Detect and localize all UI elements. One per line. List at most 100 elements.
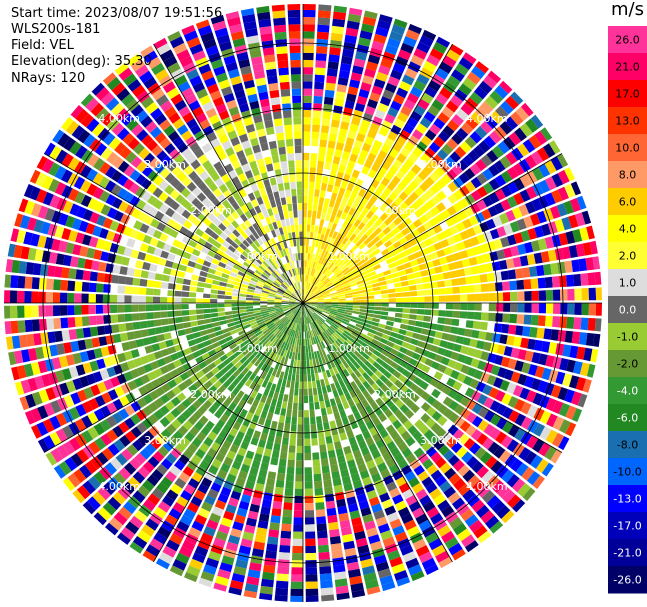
velocity-gate (559, 419, 571, 434)
velocity-gate (253, 367, 261, 375)
velocity-gate (365, 228, 374, 237)
velocity-gate (331, 324, 338, 330)
velocity-gate (383, 252, 392, 260)
velocity-gate (341, 385, 349, 395)
velocity-gate (344, 100, 355, 110)
velocity-gate (289, 239, 294, 247)
velocity-gate (470, 358, 480, 368)
velocity-gate (374, 298, 382, 303)
velocity-gate (287, 312, 293, 319)
velocity-gate (253, 339, 261, 347)
velocity-gate (296, 367, 300, 375)
velocity-gate (398, 506, 411, 518)
velocity-gate (370, 353, 379, 361)
velocity-gate (366, 240, 375, 249)
velocity-gate (477, 419, 489, 432)
colorbar-tick-label: -26.0 (613, 574, 641, 587)
velocity-gate (499, 121, 513, 135)
velocity-gate (437, 403, 448, 415)
velocity-gate (204, 318, 213, 324)
velocity-gate (292, 402, 298, 411)
velocity-gate (352, 524, 365, 534)
velocity-gate (273, 391, 279, 400)
velocity-gate (38, 305, 46, 317)
velocity-gate (205, 420, 215, 431)
velocity-gate (260, 432, 268, 442)
velocity-gate (389, 249, 399, 257)
velocity-gate (265, 185, 273, 195)
velocity-gate (420, 391, 431, 401)
velocity-gate (500, 199, 512, 211)
velocity-gate (528, 364, 538, 376)
velocity-gate (276, 132, 285, 141)
velocity-gate (346, 325, 354, 332)
velocity-gate (403, 99, 416, 110)
velocity-gate (280, 160, 288, 169)
velocity-gate (332, 322, 339, 328)
velocity-gate (261, 355, 268, 363)
velocity-gate (373, 33, 387, 44)
velocity-gate (240, 463, 250, 473)
velocity-gate (382, 536, 396, 547)
velocity-gate (365, 61, 379, 72)
velocity-gate (501, 469, 515, 483)
velocity-gate (581, 303, 589, 316)
velocity-gate (343, 330, 351, 337)
velocity-gate (292, 307, 298, 314)
velocity-gate (505, 258, 515, 269)
velocity-gate (403, 303, 411, 308)
velocity-gate (231, 387, 240, 396)
velocity-gate (486, 150, 499, 163)
velocity-gate (331, 405, 339, 414)
velocity-gate (398, 328, 407, 336)
velocity-gate (351, 169, 360, 179)
velocity-gate (140, 329, 150, 338)
velocity-gate (270, 420, 278, 429)
velocity-gate (523, 215, 534, 228)
velocity-gate (127, 495, 141, 509)
velocity-gate (377, 568, 392, 579)
velocity-gate (552, 356, 562, 370)
velocity-gate (250, 437, 259, 446)
velocity-gate (146, 320, 155, 328)
velocity-gate (502, 292, 511, 302)
velocity-gate (290, 314, 296, 321)
velocity-gate (303, 195, 308, 203)
velocity-gate (314, 310, 321, 316)
velocity-gate (364, 159, 374, 169)
velocity-gate (283, 211, 289, 220)
velocity-gate (314, 254, 318, 263)
velocity-gate (392, 470, 404, 481)
velocity-gate (269, 335, 276, 342)
velocity-gate (571, 331, 581, 344)
velocity-gate (275, 384, 281, 393)
velocity-gate (311, 314, 317, 321)
velocity-gate (214, 409, 224, 419)
velocity-gate (322, 276, 328, 283)
velocity-gate (132, 277, 141, 286)
velocity-gate (303, 95, 312, 103)
velocity-gate (394, 206, 404, 216)
velocity-gate (407, 279, 416, 286)
velocity-gate (431, 388, 441, 399)
velocity-gate (341, 267, 349, 274)
velocity-gate (534, 130, 548, 145)
velocity-gate (488, 292, 496, 302)
velocity-gate (308, 307, 315, 312)
velocity-gate (336, 287, 344, 292)
velocity-gate (310, 300, 318, 302)
velocity-gate (454, 146, 467, 158)
velocity-gate (520, 401, 532, 415)
velocity-gate (453, 303, 461, 310)
velocity-gate (260, 394, 268, 404)
velocity-gate (177, 329, 186, 337)
colorbar-tick-label: -4.0 (617, 385, 638, 398)
velocity-gate (345, 303, 354, 306)
velocity-gate (141, 524, 155, 537)
velocity-gate (291, 567, 303, 575)
velocity-gate (222, 440, 232, 450)
velocity-gate (190, 496, 203, 507)
velocity-gate (559, 316, 568, 329)
velocity-gate (290, 424, 297, 432)
velocity-gate (246, 427, 255, 437)
